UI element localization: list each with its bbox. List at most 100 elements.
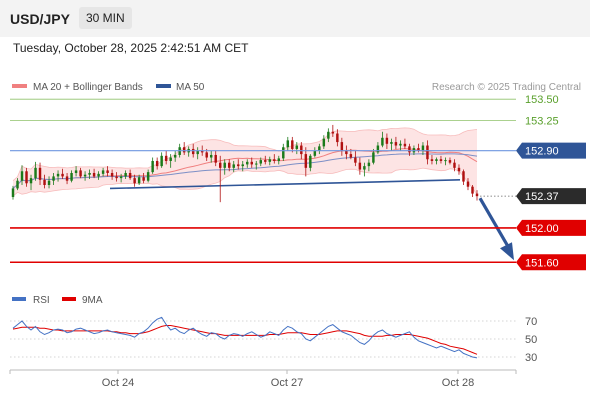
bollinger-upper-line bbox=[12, 127, 478, 182]
candle-body bbox=[241, 164, 244, 167]
candle-body bbox=[430, 159, 434, 161]
price-plot bbox=[11, 124, 514, 261]
candle-body bbox=[110, 172, 114, 177]
candle-body bbox=[399, 143, 402, 146]
header-bar: USD/JPY 30 MIN bbox=[0, 0, 590, 37]
candle-body bbox=[25, 171, 28, 184]
candle-body bbox=[453, 162, 456, 168]
candle-body bbox=[169, 157, 172, 161]
candle-body bbox=[471, 186, 474, 194]
candle-body bbox=[214, 154, 217, 163]
candle-body bbox=[146, 172, 150, 181]
candle-body bbox=[196, 150, 199, 155]
candle-body bbox=[223, 162, 226, 168]
candle-body bbox=[92, 172, 96, 177]
candle-body bbox=[358, 162, 362, 170]
candle-body bbox=[191, 148, 195, 155]
candle-body bbox=[408, 146, 411, 153]
candle-body bbox=[79, 170, 82, 177]
candle-body bbox=[367, 162, 371, 167]
level-label-153-25: 153.25 bbox=[525, 116, 559, 128]
candle-body bbox=[232, 164, 235, 168]
rsi-legend-label: RSI bbox=[33, 295, 50, 306]
candle-body bbox=[282, 147, 285, 159]
bollinger-band bbox=[13, 127, 477, 197]
ma50-line bbox=[12, 153, 478, 189]
candle-body bbox=[65, 176, 69, 181]
candle-body bbox=[277, 158, 281, 161]
candle-body bbox=[250, 161, 253, 165]
candle-body bbox=[417, 148, 420, 151]
ma9-legend-label: 9MA bbox=[82, 295, 103, 306]
ma9-line bbox=[12, 325, 478, 355]
candle-body bbox=[70, 172, 73, 181]
candle-body bbox=[444, 160, 447, 162]
candle-body bbox=[106, 170, 109, 173]
candle-body bbox=[313, 150, 317, 156]
timeframe-button[interactable]: 30 MIN bbox=[79, 7, 132, 29]
time-axis: Oct 24 Oct 27 Oct 28 bbox=[9, 370, 517, 389]
candle-body bbox=[11, 188, 15, 198]
candle-body bbox=[439, 159, 443, 161]
ma50-legend-swatch bbox=[156, 84, 171, 88]
candle-body bbox=[173, 154, 177, 158]
candle-body bbox=[47, 180, 51, 185]
ma9-legend-swatch bbox=[62, 297, 76, 301]
candle-body bbox=[34, 167, 37, 179]
candle-body bbox=[435, 159, 438, 161]
level-label-153-50: 153.50 bbox=[525, 94, 559, 106]
rsi-legend-swatch bbox=[12, 297, 26, 301]
candle-body bbox=[61, 173, 64, 177]
candle-body bbox=[160, 155, 163, 167]
candle-body bbox=[345, 150, 348, 155]
price-legend: MA 20 + Bollinger Bands MA 50 Research ©… bbox=[12, 82, 581, 93]
candle-body bbox=[363, 166, 366, 170]
candle-body bbox=[259, 160, 262, 164]
candle-body bbox=[182, 147, 186, 153]
candle-body bbox=[20, 171, 24, 181]
candle-body bbox=[304, 154, 308, 168]
candle-body bbox=[101, 170, 105, 174]
candle-body bbox=[394, 142, 398, 146]
level-label-151-60: 151.60 bbox=[525, 257, 559, 269]
level-badge-152-90 bbox=[516, 142, 586, 159]
rsi-plot: 70 50 30 bbox=[10, 316, 537, 364]
ma50-legend-label: MA 50 bbox=[176, 82, 205, 93]
candle-body bbox=[16, 180, 19, 189]
level-badge-152-00 bbox=[516, 219, 586, 236]
credit-text: Research © 2025 Trading Central bbox=[432, 82, 581, 93]
candle-body bbox=[209, 154, 213, 158]
candle-body bbox=[38, 167, 42, 180]
candle-body bbox=[200, 150, 204, 153]
candle-body bbox=[137, 177, 141, 184]
candle-body bbox=[457, 167, 461, 172]
candle-body bbox=[475, 193, 479, 197]
candle-body bbox=[83, 174, 87, 177]
candle-body bbox=[128, 172, 132, 179]
ma20-legend-swatch bbox=[12, 84, 27, 88]
candle-body bbox=[336, 133, 339, 143]
candle-body bbox=[385, 137, 389, 144]
level-badge-151-60 bbox=[516, 254, 586, 271]
candle-body bbox=[448, 160, 452, 163]
candle-body bbox=[327, 131, 330, 139]
time-label-oct-27: Oct 27 bbox=[271, 377, 303, 389]
candle-body bbox=[228, 162, 231, 168]
candle-body bbox=[164, 155, 168, 161]
candle-body bbox=[354, 157, 357, 163]
candle-body bbox=[466, 181, 470, 187]
candle-body bbox=[300, 145, 303, 155]
rsi-legend: RSI 9MA bbox=[12, 295, 103, 306]
candle-body bbox=[331, 131, 335, 134]
candle-body bbox=[421, 145, 425, 151]
candle-body bbox=[115, 176, 118, 179]
candle-body bbox=[205, 152, 208, 158]
candle-body bbox=[390, 142, 393, 144]
candle-body bbox=[155, 160, 159, 167]
rsi-line bbox=[12, 316, 478, 359]
symbol-title: USD/JPY bbox=[10, 11, 70, 27]
candle-body bbox=[403, 143, 407, 147]
candle-body bbox=[29, 178, 33, 184]
